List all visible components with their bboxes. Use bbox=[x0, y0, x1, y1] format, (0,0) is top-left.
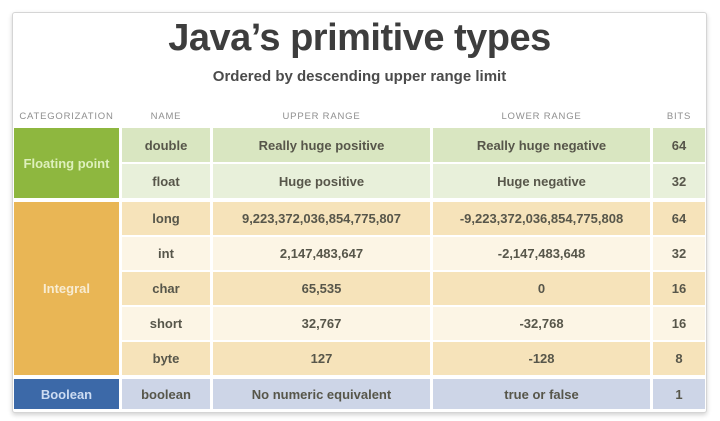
cell-name: double bbox=[122, 128, 210, 162]
cell-lower-range: -2,147,483,648 bbox=[433, 237, 650, 270]
section-integral: Integral long 9,223,372,036,854,775,807 … bbox=[14, 202, 705, 375]
page-title: Java’s primitive types bbox=[168, 17, 551, 59]
cell-name: boolean bbox=[122, 379, 210, 409]
column-header-name: NAME bbox=[150, 111, 182, 122]
cell-upper-range: Really huge positive bbox=[213, 128, 430, 162]
table-row-char: char 65,535 0 16 bbox=[122, 272, 705, 305]
cell-bits: 64 bbox=[653, 128, 705, 162]
cell-name: int bbox=[122, 237, 210, 270]
column-header-upper-range: UPPER RANGE bbox=[282, 111, 361, 122]
category-cell-floating-point: Floating point bbox=[14, 128, 119, 198]
cell-bits: 16 bbox=[653, 307, 705, 340]
column-header-bits: BITS bbox=[666, 111, 692, 122]
table-row-double: double Really huge positive Really huge … bbox=[122, 128, 705, 162]
cell-bits: 1 bbox=[653, 379, 705, 409]
cell-name: long bbox=[122, 202, 210, 235]
category-cell-boolean: Boolean bbox=[14, 379, 119, 409]
table-row-float: float Huge positive Huge negative 32 bbox=[122, 164, 705, 198]
cell-upper-range: 65,535 bbox=[213, 272, 430, 305]
boolean-rows: boolean No numeric equivalent true or fa… bbox=[122, 379, 705, 409]
cell-upper-range: 9,223,372,036,854,775,807 bbox=[213, 202, 430, 235]
table-row-int: int 2,147,483,647 -2,147,483,648 32 bbox=[122, 237, 705, 270]
category-cell-integral: Integral bbox=[14, 202, 119, 375]
infographic-card: Java’s primitive types Ordered by descen… bbox=[12, 12, 707, 413]
cell-lower-range: -128 bbox=[433, 342, 650, 375]
column-header-categorization: CATEGORIZATION bbox=[19, 111, 114, 122]
cell-bits: 32 bbox=[653, 164, 705, 198]
cell-lower-range: -32,768 bbox=[433, 307, 650, 340]
cell-lower-range: Really huge negative bbox=[433, 128, 650, 162]
column-header-lower-range: LOWER RANGE bbox=[501, 111, 582, 122]
integral-rows: long 9,223,372,036,854,775,807 -9,223,37… bbox=[122, 202, 705, 375]
cell-lower-range: -9,223,372,036,854,775,808 bbox=[433, 202, 650, 235]
cell-upper-range: 2,147,483,647 bbox=[213, 237, 430, 270]
cell-name: float bbox=[122, 164, 210, 198]
cell-bits: 8 bbox=[653, 342, 705, 375]
cell-bits: 32 bbox=[653, 237, 705, 270]
cell-name: short bbox=[122, 307, 210, 340]
cell-upper-range: 127 bbox=[213, 342, 430, 375]
cell-name: char bbox=[122, 272, 210, 305]
cell-lower-range: Huge negative bbox=[433, 164, 650, 198]
table-row-long: long 9,223,372,036,854,775,807 -9,223,37… bbox=[122, 202, 705, 235]
table-row-boolean: boolean No numeric equivalent true or fa… bbox=[122, 379, 705, 409]
cell-upper-range: 32,767 bbox=[213, 307, 430, 340]
cell-lower-range: true or false bbox=[433, 379, 650, 409]
floating-point-rows: double Really huge positive Really huge … bbox=[122, 128, 705, 198]
cell-bits: 16 bbox=[653, 272, 705, 305]
cell-upper-range: No numeric equivalent bbox=[213, 379, 430, 409]
section-boolean: Boolean boolean No numeric equivalent tr… bbox=[14, 379, 705, 409]
section-floating-point: Floating point double Really huge positi… bbox=[14, 128, 705, 198]
table-row-short: short 32,767 -32,768 16 bbox=[122, 307, 705, 340]
table-row-byte: byte 127 -128 8 bbox=[122, 342, 705, 375]
table-header-row: CATEGORIZATION NAME UPPER RANGE LOWER RA… bbox=[14, 106, 705, 122]
cell-bits: 64 bbox=[653, 202, 705, 235]
cell-upper-range: Huge positive bbox=[213, 164, 430, 198]
cell-lower-range: 0 bbox=[433, 272, 650, 305]
cell-name: byte bbox=[122, 342, 210, 375]
page-subtitle: Ordered by descending upper range limit bbox=[212, 68, 507, 85]
